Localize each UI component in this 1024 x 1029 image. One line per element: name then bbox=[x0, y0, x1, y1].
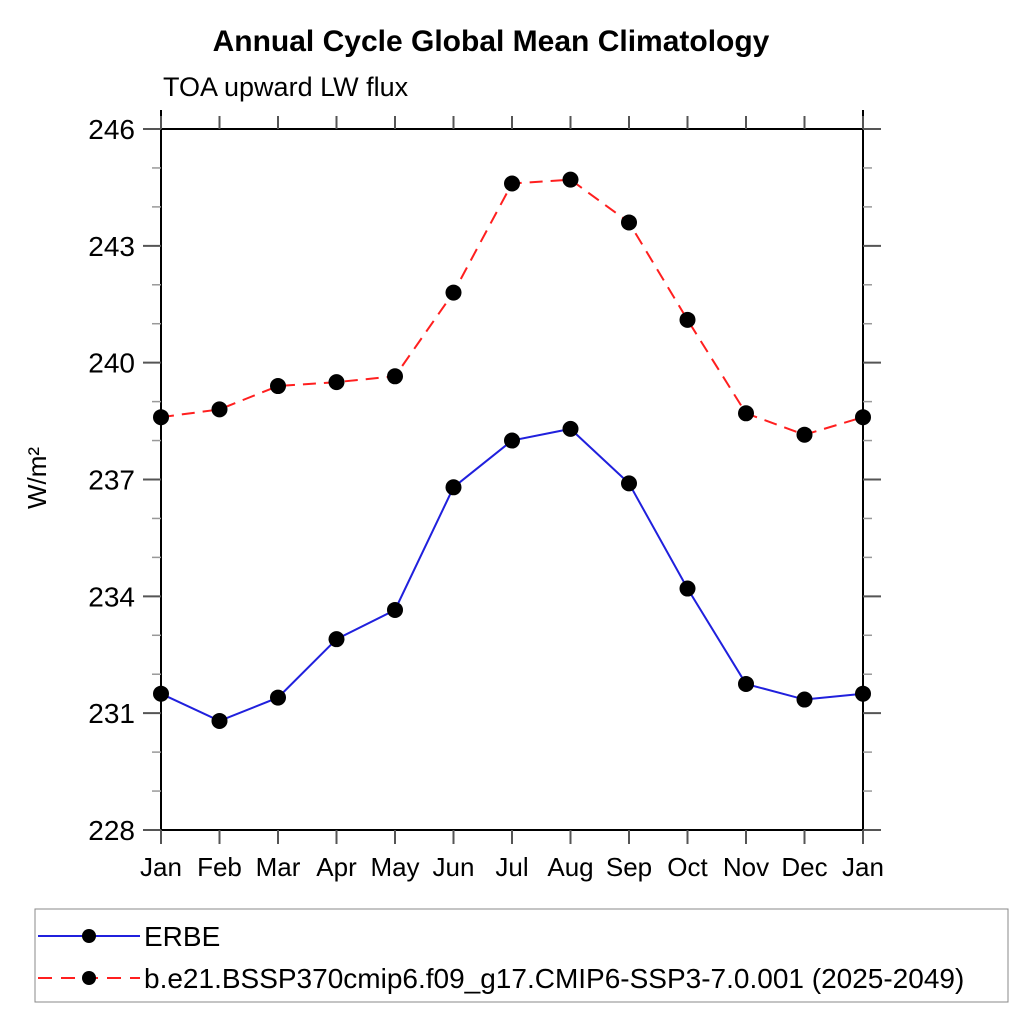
data-point bbox=[153, 409, 169, 426]
x-tick-label: Jun bbox=[433, 852, 475, 882]
x-tick-label: Jan bbox=[140, 852, 182, 882]
data-point bbox=[270, 689, 286, 706]
data-point bbox=[211, 712, 228, 729]
x-tick-label: Jul bbox=[495, 852, 528, 882]
data-point bbox=[679, 580, 696, 597]
x-tick-label: Aug bbox=[547, 852, 593, 882]
data-point bbox=[504, 432, 520, 449]
x-tick-label: Feb bbox=[197, 852, 242, 882]
plot-area: Jan Feb Mar Apr May Jun Jul Aug Sep Oct Nov Dec Jan2… bbox=[88, 110, 884, 882]
legend-marker-0 bbox=[82, 929, 96, 943]
legend: ERBE b.e21.BSSP370cmip6.f09_g17.CMIP6-SS… bbox=[34, 908, 1009, 1003]
data-point bbox=[328, 631, 345, 648]
x-tick-label: Mar bbox=[256, 852, 301, 882]
data-point bbox=[855, 685, 871, 702]
x-tick-label: Nov bbox=[723, 852, 769, 882]
y-tick-label: 228 bbox=[88, 815, 135, 846]
legend-label-erbe: ERBE bbox=[144, 921, 220, 952]
data-point bbox=[387, 601, 403, 618]
data-point bbox=[211, 401, 228, 418]
data-point bbox=[855, 409, 871, 426]
x-tick-label: Dec bbox=[781, 852, 827, 882]
chart-subtitle: TOA upward LW flux bbox=[163, 72, 409, 102]
x-tick-label: Oct bbox=[667, 852, 708, 882]
y-tick-label: 246 bbox=[88, 114, 135, 145]
x-tick-label: Sep bbox=[606, 852, 652, 882]
legend-swatches bbox=[38, 929, 140, 985]
x-tick-label: Apr bbox=[316, 852, 357, 882]
data-point bbox=[621, 475, 637, 492]
legend-marker-1 bbox=[82, 971, 96, 985]
y-tick-label: 234 bbox=[88, 581, 135, 612]
x-tick-label: May bbox=[370, 852, 419, 882]
data-point bbox=[328, 374, 345, 391]
y-tick-label: 243 bbox=[88, 231, 135, 262]
data-point bbox=[445, 479, 462, 496]
data-point bbox=[445, 284, 462, 301]
data-point bbox=[738, 675, 754, 692]
legend-box bbox=[34, 908, 1009, 1003]
data-point bbox=[562, 171, 579, 188]
y-tick-label: 237 bbox=[88, 465, 135, 496]
y-tick-label: 240 bbox=[88, 348, 135, 379]
data-point bbox=[562, 420, 579, 437]
chart-title: Annual Cycle Global Mean Climatology bbox=[213, 25, 770, 58]
data-point bbox=[621, 214, 637, 231]
data-point bbox=[270, 378, 286, 395]
data-point bbox=[796, 426, 813, 443]
x-tick-label: Jan bbox=[842, 852, 884, 882]
data-point bbox=[387, 368, 403, 385]
y-axis-label: W/m² bbox=[22, 447, 52, 509]
data-point bbox=[679, 311, 696, 328]
data-point bbox=[796, 691, 813, 708]
y-tick-label: 231 bbox=[88, 698, 135, 729]
data-point bbox=[738, 405, 754, 422]
data-point bbox=[504, 175, 520, 192]
legend-label-model: b.e21.BSSP370cmip6.f09_g17.CMIP6-SSP3-7.… bbox=[144, 963, 964, 994]
data-point bbox=[153, 685, 169, 702]
